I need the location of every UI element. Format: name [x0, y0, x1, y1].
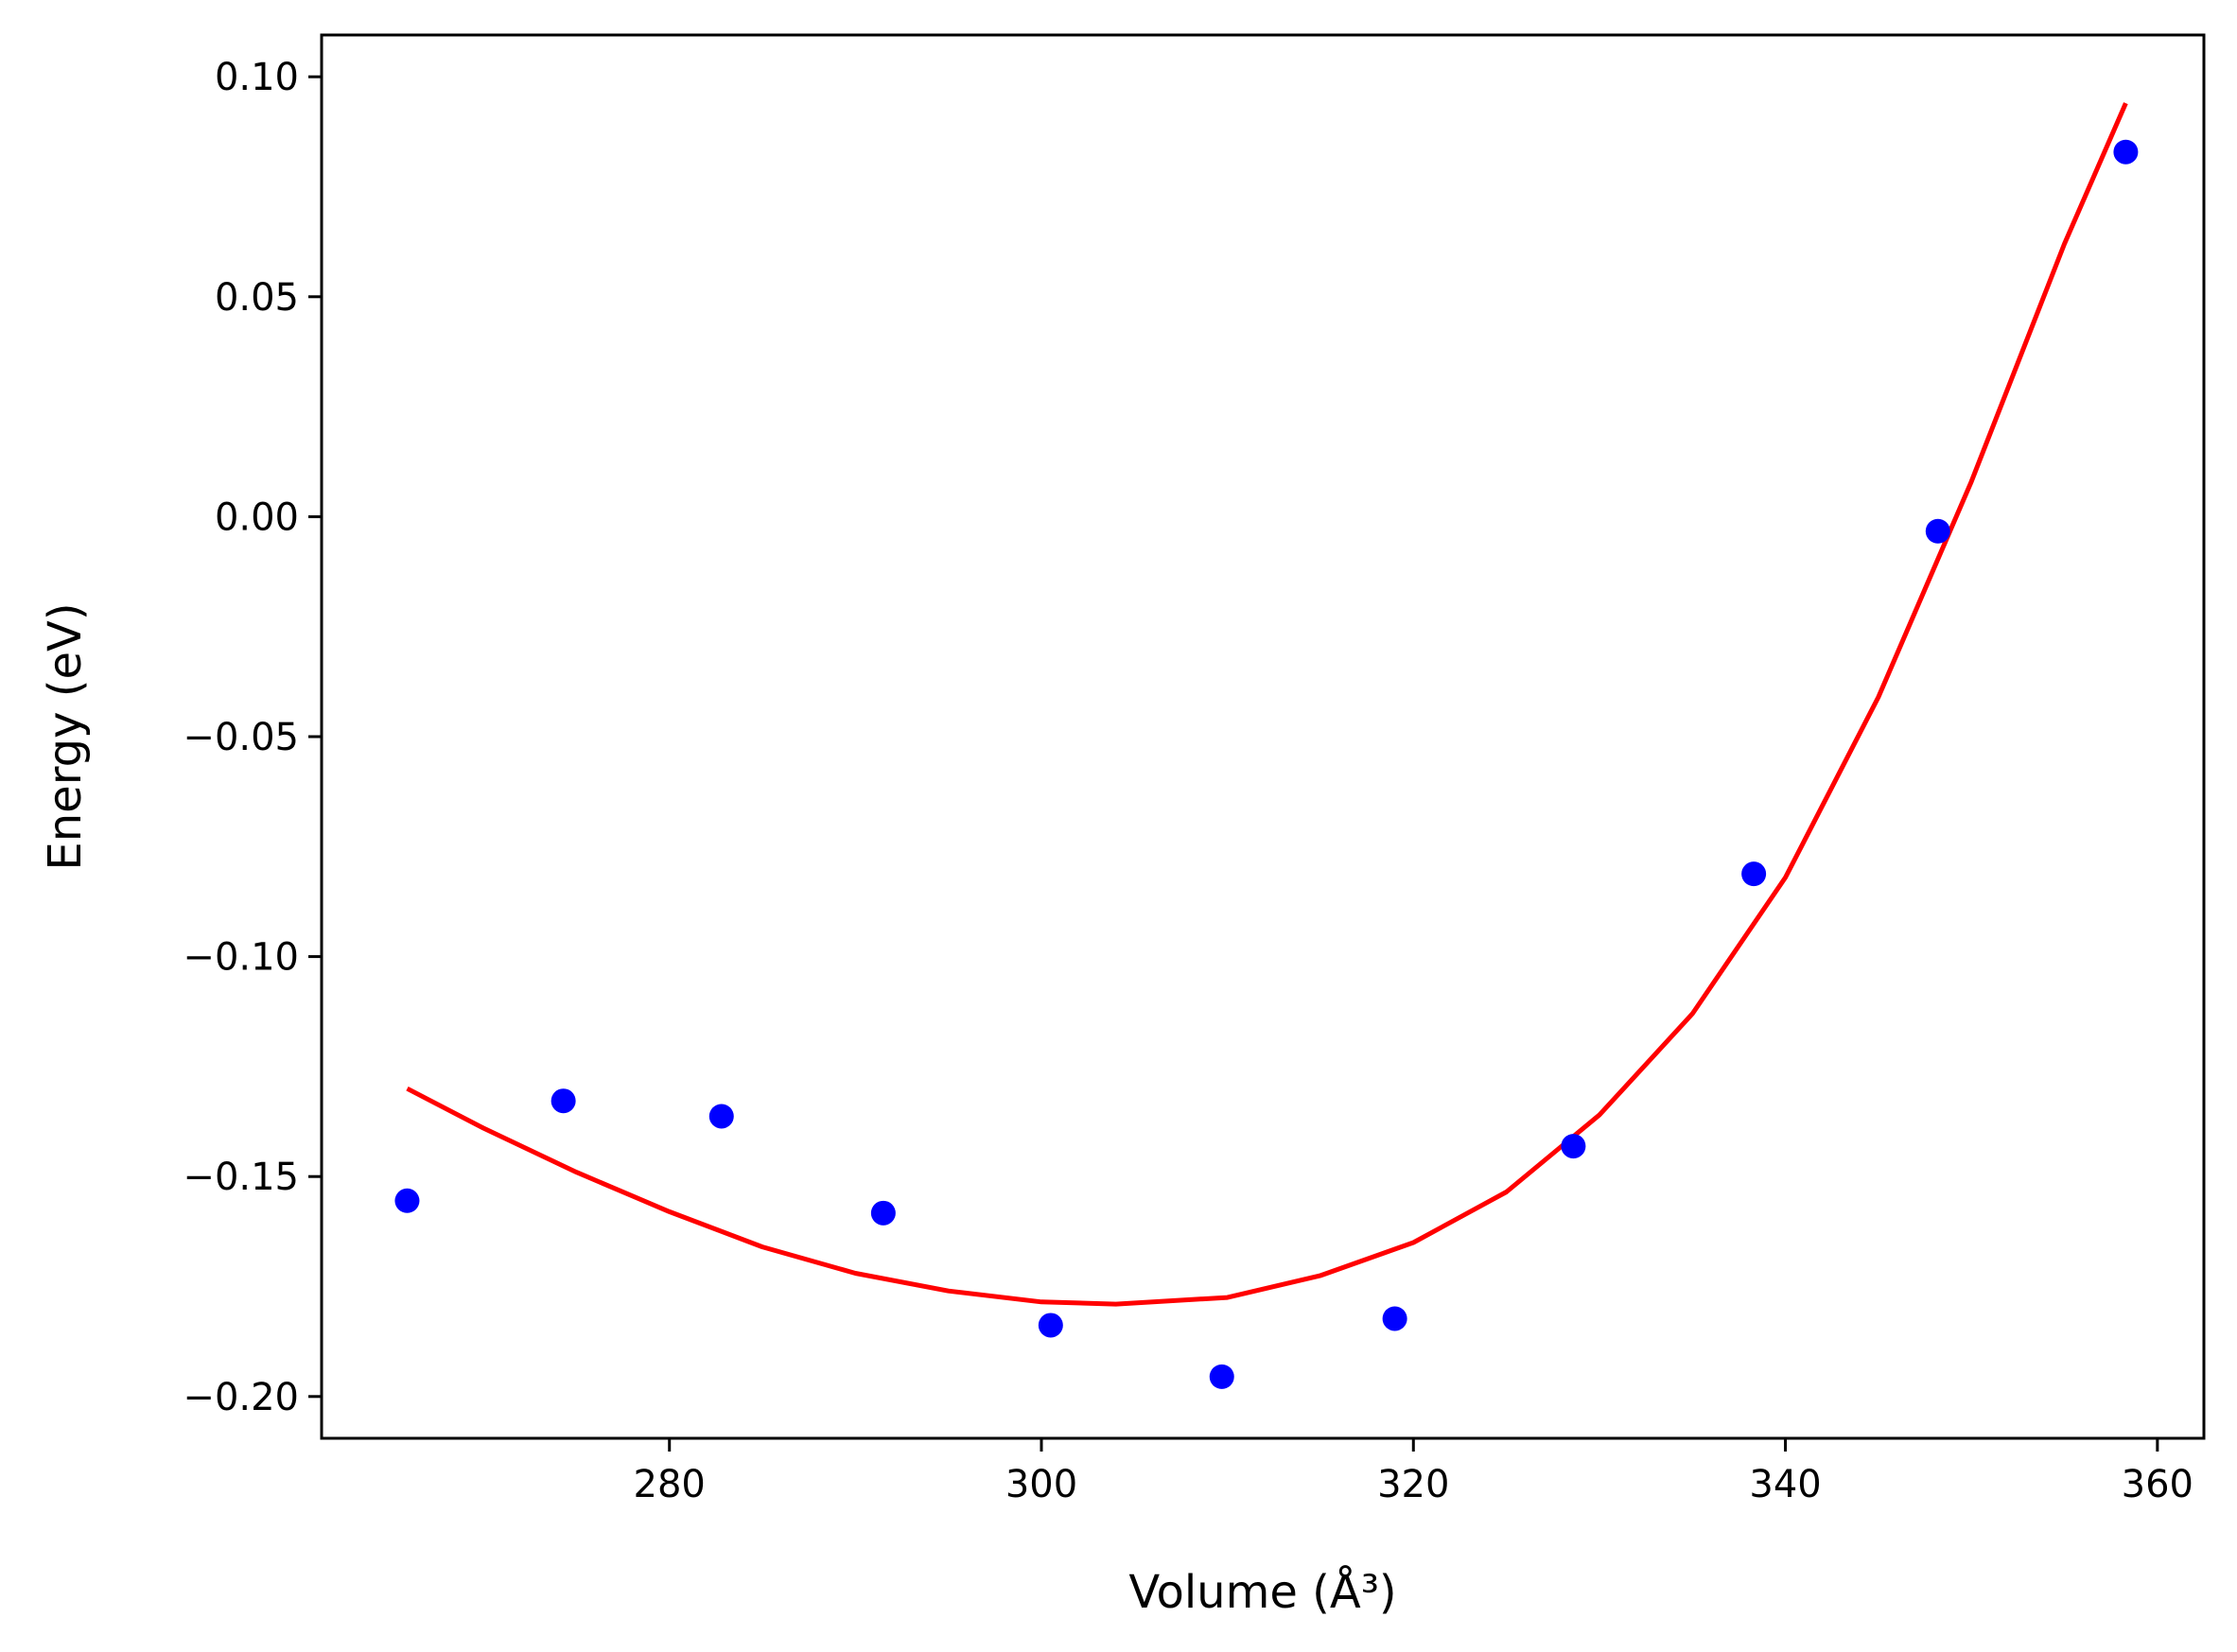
- data-point: [708, 1104, 734, 1129]
- y-tick-label: 0.00: [215, 496, 299, 539]
- data-point: [551, 1088, 576, 1114]
- y-tick-label: 0.10: [215, 56, 299, 99]
- x-axis-ticks: 280 300 320 340 360: [634, 1438, 2193, 1506]
- fit-curve: [406, 102, 2128, 1307]
- data-point: [1038, 1313, 1063, 1338]
- data-point: [870, 1200, 896, 1226]
- x-tick-label: 280: [634, 1463, 706, 1506]
- x-tick-label: 320: [1377, 1463, 1449, 1506]
- plot-background: [322, 35, 2204, 1438]
- x-tick-label: 360: [2122, 1463, 2193, 1506]
- y-axis-ticks: 0.10 0.05 0.00 −0.05 −0.10 −0.15 −0.20: [183, 56, 322, 1419]
- data-point: [1382, 1306, 1407, 1331]
- y-tick-label: −0.05: [183, 716, 299, 759]
- y-tick-label: −0.15: [183, 1156, 299, 1199]
- data-point: [1209, 1364, 1234, 1389]
- data-layer: [394, 102, 2139, 1389]
- data-point: [394, 1188, 420, 1213]
- x-axis-label: Volume (Å³): [1128, 1565, 1396, 1619]
- y-axis-label: Energy (eV): [39, 602, 92, 870]
- data-point: [1741, 861, 1767, 887]
- data-point: [1925, 518, 1950, 544]
- data-point: [1561, 1134, 1586, 1159]
- x-tick-label: 300: [1005, 1463, 1077, 1506]
- y-tick-label: 0.05: [215, 276, 299, 320]
- y-tick-label: −0.20: [183, 1376, 299, 1419]
- data-point: [2113, 139, 2139, 165]
- y-tick-label: −0.10: [183, 936, 299, 980]
- x-tick-label: 340: [1749, 1463, 1821, 1506]
